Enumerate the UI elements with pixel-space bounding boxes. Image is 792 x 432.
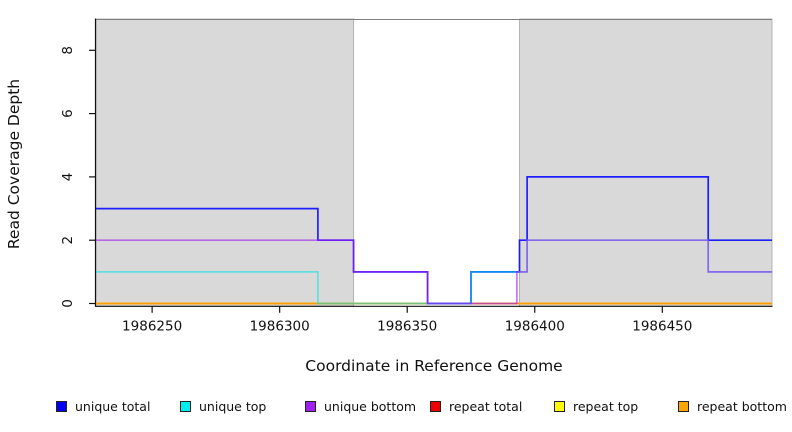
y-tick-label: 8 (60, 46, 76, 55)
x-tick-label: 1986400 (505, 318, 565, 334)
y-axis-title: Read Coverage Depth (5, 78, 23, 250)
legend-label: unique total (75, 398, 151, 414)
legend-swatch-icon (430, 400, 441, 412)
y-tick-label: 0 (60, 299, 76, 308)
legend-item-unique-total: unique total (56, 398, 150, 414)
x-axis-title: Coordinate in Reference Genome (305, 357, 563, 375)
legend-label: repeat bottom (697, 398, 787, 414)
x-tick-label: 1986250 (122, 318, 182, 334)
legend-label: unique top (199, 398, 267, 414)
x-tick-label: 1986350 (377, 318, 437, 334)
x-tick-label: 1986300 (250, 318, 310, 334)
y-tick-label: 4 (60, 173, 76, 182)
legend-label: repeat total (449, 398, 523, 414)
x-tick-label: 1986450 (632, 318, 692, 334)
y-tick-label: 6 (60, 109, 76, 118)
series-line-unique-bottom (96, 239, 772, 305)
legend-swatch-icon (554, 400, 565, 412)
repeat-region-rect (519, 18, 773, 307)
legend-swatch-icon (305, 400, 316, 412)
legend-item-repeat-top: repeat top (554, 398, 638, 414)
legend-item-unique-top: unique top (180, 398, 266, 414)
legend-label: repeat top (573, 398, 639, 414)
legend-item-repeat-total: repeat total (430, 398, 522, 414)
legend-swatch-icon (180, 400, 191, 412)
legend-swatch-icon (678, 400, 689, 412)
repeat-region-rect (95, 18, 355, 307)
y-tick-label: 2 (60, 236, 76, 245)
legend: unique total unique top unique bottom repea… (0, 398, 792, 418)
legend-swatch-icon (56, 400, 67, 412)
legend-item-unique-bottom: unique bottom (305, 398, 416, 414)
legend-label: unique bottom (324, 398, 417, 414)
legend-item-repeat-bottom: repeat bottom (678, 398, 787, 414)
